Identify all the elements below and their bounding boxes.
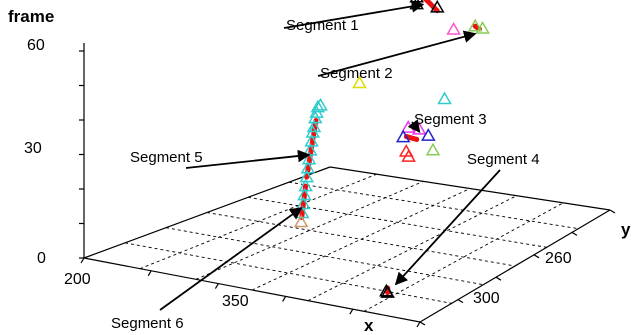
x-tick-350: 350 bbox=[222, 293, 249, 310]
floor-edge bbox=[83, 166, 331, 259]
data-point bbox=[421, 128, 436, 141]
data-point bbox=[380, 285, 395, 298]
floor-edges bbox=[83, 166, 611, 323]
data-point bbox=[310, 99, 326, 113]
annotation-arrow bbox=[394, 169, 501, 286]
floor-grid bbox=[124, 173, 579, 312]
grid-line bbox=[124, 242, 452, 304]
grid-line bbox=[139, 173, 377, 270]
frame-axis bbox=[79, 43, 616, 328]
data-point bbox=[352, 75, 367, 89]
z-axis-title: frame bbox=[8, 7, 54, 26]
grid-line bbox=[307, 195, 517, 302]
segment-line bbox=[422, 0, 440, 14]
y-axis-title: y bbox=[621, 220, 631, 239]
data-point bbox=[409, 0, 424, 3]
annotation-arrow bbox=[283, 0, 425, 29]
x-axis-tick bbox=[147, 270, 152, 277]
segment-3-label: Segment 3 bbox=[414, 111, 487, 128]
y-tick-260: 260 bbox=[545, 250, 572, 267]
segment-5-label: Segment 5 bbox=[130, 149, 203, 166]
x-axis-tick bbox=[282, 296, 287, 302]
floor-edge bbox=[419, 209, 611, 323]
segment-line bbox=[403, 134, 420, 142]
grid-line bbox=[247, 196, 547, 248]
x-axis-tick bbox=[349, 308, 354, 315]
data-points bbox=[293, 0, 490, 298]
y-axis-tick bbox=[457, 299, 464, 304]
grid-line bbox=[206, 212, 516, 267]
floor-edge bbox=[83, 257, 421, 323]
floor-edge bbox=[329, 166, 611, 211]
x-tick-200: 200 bbox=[64, 271, 91, 288]
annotation-arrow bbox=[159, 207, 303, 311]
x-axis-tick bbox=[416, 321, 421, 328]
data-point bbox=[309, 105, 324, 118]
segment-1-label: Segment 1 bbox=[286, 17, 359, 34]
data-point bbox=[475, 21, 490, 34]
segment-lines bbox=[299, 0, 483, 296]
annotation-arrow bbox=[317, 30, 477, 77]
y-axis-tick bbox=[609, 209, 616, 214]
annotation-arrow bbox=[407, 119, 421, 133]
data-point bbox=[293, 214, 309, 228]
data-point bbox=[425, 142, 441, 156]
z-tick-60: 60 bbox=[27, 37, 45, 54]
data-point bbox=[401, 149, 416, 162]
data-point bbox=[313, 97, 328, 111]
z-tick-30: 30 bbox=[24, 140, 42, 157]
data-point bbox=[429, 0, 445, 13]
y-axis-tick bbox=[533, 254, 540, 259]
grid-line bbox=[288, 181, 579, 230]
z-tick-0: 0 bbox=[37, 250, 46, 267]
segment-4-label: Segment 4 bbox=[467, 151, 540, 168]
annotations bbox=[159, 0, 501, 311]
data-point bbox=[306, 119, 322, 133]
data-point bbox=[395, 129, 411, 143]
data-point bbox=[437, 91, 452, 105]
data-point bbox=[446, 22, 461, 35]
x-axis-tick bbox=[80, 257, 85, 264]
y-axis-tick bbox=[495, 276, 502, 281]
segment-6-label: Segment 6 bbox=[111, 315, 184, 332]
annotation-arrow bbox=[185, 149, 311, 169]
x-axis-tick bbox=[214, 283, 219, 289]
segment-2-label: Segment 2 bbox=[320, 65, 393, 82]
y-axis-tick bbox=[419, 321, 426, 326]
y-axis-tick bbox=[571, 231, 578, 236]
x-axis-title: x bbox=[364, 316, 374, 335]
y-tick-300: 300 bbox=[473, 290, 500, 307]
